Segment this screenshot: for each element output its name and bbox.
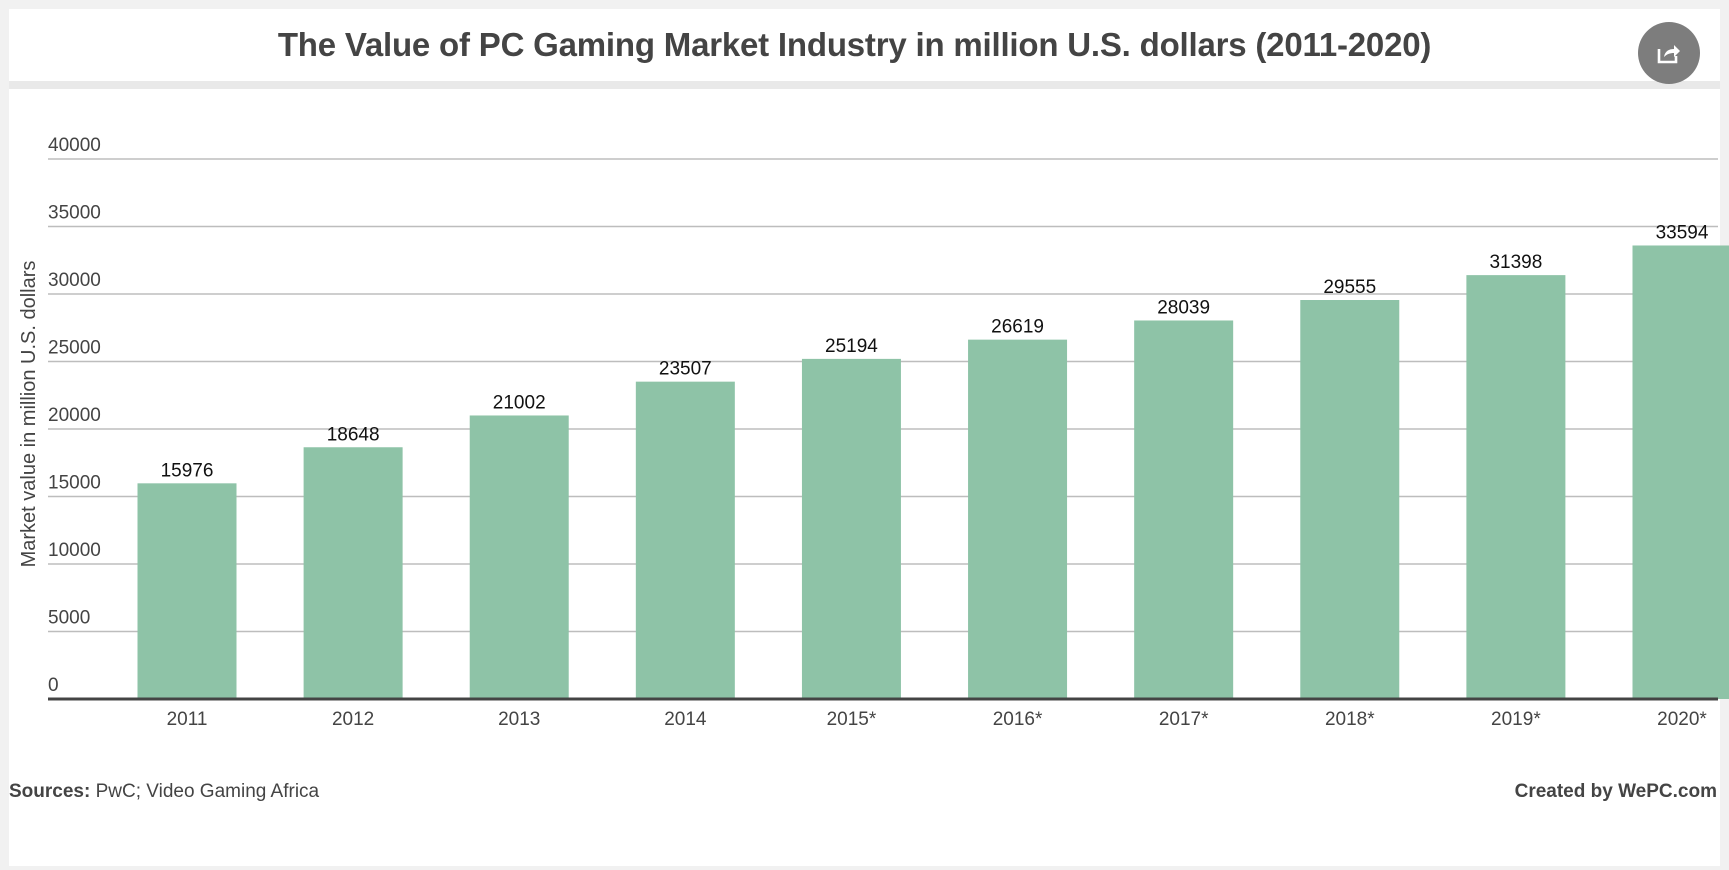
x-tick-label: 2012 xyxy=(332,709,374,730)
data-label: 15976 xyxy=(161,460,214,481)
y-axis-title: Market value in million U.S. dollars xyxy=(18,261,40,568)
x-tick-label: 2014 xyxy=(664,709,707,730)
x-tick-label: 2015* xyxy=(827,709,877,730)
chart-area: 0 5000 10000 15000 20000 25000 30000 35000 40000… xyxy=(18,135,1729,730)
x-tick-label: 2018* xyxy=(1325,709,1375,730)
data-label: 28039 xyxy=(1157,297,1210,318)
x-tick-label: 2011 xyxy=(167,709,208,730)
bar xyxy=(635,381,735,699)
chart-title: The Value of PC Gaming Market Industry i… xyxy=(277,26,1432,63)
data-label: 29555 xyxy=(1323,277,1376,298)
data-label: 25194 xyxy=(825,336,878,357)
x-tick-label: 2019* xyxy=(1491,709,1541,730)
credit-link[interactable]: Created by WePC.com xyxy=(1514,781,1717,802)
y-tick-label: 35000 xyxy=(48,203,101,224)
bar xyxy=(469,415,569,699)
x-tick-label: 2013 xyxy=(498,709,540,730)
bar xyxy=(801,358,901,699)
data-label: 18648 xyxy=(327,424,380,445)
y-tick-label: 15000 xyxy=(48,473,101,494)
y-tick-label: 10000 xyxy=(48,540,101,561)
x-tick-label: 2016* xyxy=(993,709,1043,730)
data-label: 21002 xyxy=(493,392,546,413)
data-label: 33594 xyxy=(1656,222,1709,243)
bar xyxy=(1632,245,1729,699)
bar xyxy=(968,339,1068,699)
y-tick-label: 20000 xyxy=(48,405,101,426)
bar xyxy=(1134,320,1234,699)
share-icon xyxy=(1657,45,1680,64)
data-label: 31398 xyxy=(1489,252,1542,273)
y-tick-label: 40000 xyxy=(48,135,101,156)
data-label: 23507 xyxy=(659,359,712,380)
share-button[interactable] xyxy=(1638,22,1700,84)
bar xyxy=(137,483,237,699)
y-tick-label: 5000 xyxy=(48,608,90,629)
chart-header: The Value of PC Gaming Market Industry i… xyxy=(9,9,1720,89)
bar xyxy=(303,447,403,699)
bar xyxy=(1466,275,1566,699)
sources-label: Sources: xyxy=(9,781,91,802)
y-tick-label: 25000 xyxy=(48,338,101,359)
x-tick-label: 2017* xyxy=(1159,709,1209,730)
bar xyxy=(1300,300,1400,699)
x-tick-label: 2020* xyxy=(1657,709,1707,730)
sources-text: PwC; Video Gaming Africa xyxy=(90,781,320,802)
y-tick-label: 0 xyxy=(48,675,59,696)
sources-note: Sources: PwC; Video Gaming Africa xyxy=(9,781,319,803)
y-tick-label: 30000 xyxy=(48,270,101,291)
data-label: 26619 xyxy=(991,317,1044,338)
bar-chart: 0 5000 10000 15000 20000 25000 30000 35000 40000… xyxy=(18,135,1729,730)
